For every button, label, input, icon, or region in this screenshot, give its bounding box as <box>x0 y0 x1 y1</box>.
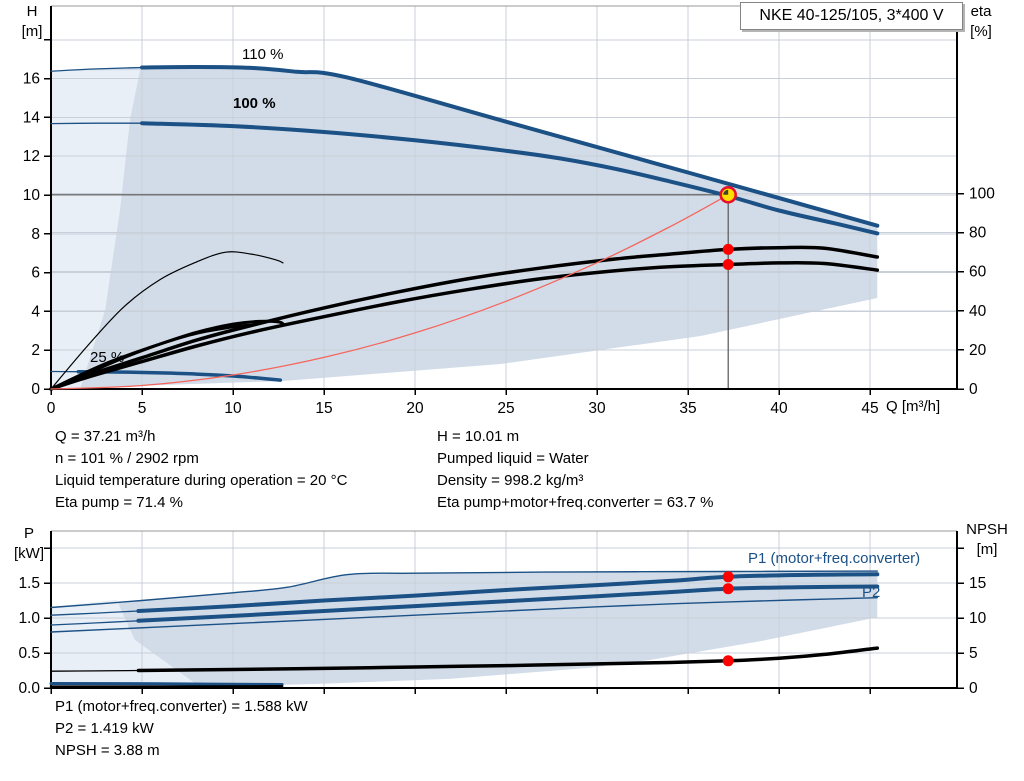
info-line-p2: P2 = 1.419 kW <box>55 720 154 737</box>
affinity-parabola <box>50 194 729 390</box>
curve-110pct <box>140 64 880 228</box>
x-tick-label: 45 <box>861 400 878 417</box>
x-tick-label: 25 <box>497 400 514 417</box>
y-right-tick-label: 20 <box>969 342 987 359</box>
info-line-liquid: Pumped liquid = Water <box>437 450 589 467</box>
x-tick-label: 20 <box>406 400 424 417</box>
power-envelope <box>51 571 878 688</box>
y-left-tick-label: 0 <box>31 381 40 398</box>
pump-title-box: NKE 40-125/105, 3*400 V <box>740 2 963 30</box>
y-right-tick-label: 0 <box>969 381 978 398</box>
eta-reduced-speed-branch-b <box>49 323 251 391</box>
eta-pump-curve <box>49 245 880 391</box>
operating-envelope <box>51 67 878 389</box>
info-line-speed: n = 101 % / 2902 rpm <box>55 450 199 467</box>
curve-100pct <box>140 121 880 236</box>
eta-pump-motor-freq-curve <box>49 260 880 391</box>
y-right-tick-label: 60 <box>969 264 987 281</box>
y-left-tick-label: 12 <box>23 148 40 165</box>
x-tick-label: 40 <box>770 400 788 417</box>
y-left-tick-label: 1.0 <box>18 610 40 627</box>
eta-reduced-speed-arc <box>50 251 284 390</box>
x-tick-label: 0 <box>47 400 56 417</box>
operating-point-wedge <box>723 189 729 195</box>
pump-title: NKE 40-125/105, 3*400 V <box>759 7 944 24</box>
p-axis-title: P [kW] <box>14 525 44 562</box>
p1-minflow-tail <box>50 610 140 616</box>
info-line-h: H = 10.01 m <box>437 428 520 445</box>
y-left-tick-label: 1.5 <box>18 575 40 592</box>
y-left-tick-label: 6 <box>31 265 40 282</box>
duty-result-dot <box>722 655 734 667</box>
npsh-axis-title: NPSH [m] <box>966 521 1008 558</box>
curve-110pct-minflow-tail <box>50 66 143 72</box>
power-low-flow-envelope <box>51 599 201 688</box>
p-25pct-curve <box>49 682 284 686</box>
info-line-npsh: NPSH = 3.88 m <box>55 742 160 759</box>
x-tick-label: 30 <box>588 400 606 417</box>
y-right-tick-label: 40 <box>969 303 987 320</box>
y-left-tick-label: 14 <box>23 109 41 126</box>
y-right-tick-label: 5 <box>969 645 978 662</box>
y-left-tick-label: 16 <box>23 71 40 88</box>
curve-label-25pct: 25 % <box>90 349 125 366</box>
duty-result-dot <box>722 583 734 595</box>
p2-minflow-tail <box>50 620 140 626</box>
eta-axis-title: eta [%] <box>970 3 992 40</box>
duty-result-dot <box>722 571 734 583</box>
x-tick-label: 5 <box>138 400 147 417</box>
y-right-tick-label: 15 <box>969 575 986 592</box>
duty-info-right-column: H = 10.01 m Pumped liquid = Water Densit… <box>437 427 713 515</box>
duty-result-dot <box>722 259 734 270</box>
info-line-p1: P1 (motor+freq.converter) = 1.588 kW <box>55 698 308 715</box>
y-right-tick-label: 100 <box>969 186 995 203</box>
duty-info-left-column: Q = 37.21 m³/h n = 101 % / 2902 rpm Liqu… <box>55 427 347 515</box>
p2-curve <box>136 584 880 623</box>
h-axis-title: H [m] <box>21 3 43 40</box>
low-flow-envelope <box>51 70 140 389</box>
y-left-tick-label: 0.5 <box>18 645 40 662</box>
info-line-eta-total: Eta pump+motor+freq.converter = 63.7 % <box>437 494 714 511</box>
info-line-eta-pump: Eta pump = 71.4 % <box>55 494 183 511</box>
p1-max-envelope-line <box>50 570 878 609</box>
curve-label-p2: P2 <box>862 584 881 601</box>
y-right-tick-label: 10 <box>969 610 987 627</box>
curve-label-100pct: 100 % <box>233 95 276 112</box>
power-info-column: P1 (motor+freq.converter) = 1.588 kW P2 … <box>55 697 308 763</box>
x-tick-label: 15 <box>315 400 332 417</box>
y-left-tick-label: 4 <box>31 303 40 320</box>
y-left-tick-label: 0.0 <box>18 680 40 697</box>
npsh-curve <box>136 646 880 673</box>
y-left-tick-label: 10 <box>23 187 41 204</box>
x-tick-label: 35 <box>679 400 696 417</box>
q-axis-title: Q [m³/h] <box>886 398 941 415</box>
y-right-tick-label: 80 <box>969 225 987 242</box>
p-min-envelope-line <box>50 597 878 633</box>
x-tick-label: 10 <box>224 400 242 417</box>
y-left-tick-label: 8 <box>31 226 40 243</box>
info-line-temperature: Liquid temperature during operation = 20… <box>55 472 348 489</box>
curve-label-110pct: 110 % <box>242 46 284 63</box>
duty-result-dot <box>722 243 734 255</box>
npsh-minflow-tail <box>50 669 140 672</box>
y-right-tick-label: 0 <box>969 680 978 697</box>
curve-label-p1: P1 (motor+freq.converter) <box>748 550 921 567</box>
y-left-tick-label: 2 <box>31 342 40 359</box>
curve-25pct <box>76 369 283 382</box>
p1-curve <box>136 572 880 613</box>
info-line-q: Q = 37.21 m³/h <box>55 428 156 445</box>
info-line-density: Density = 998.2 kg/m³ <box>437 472 584 489</box>
